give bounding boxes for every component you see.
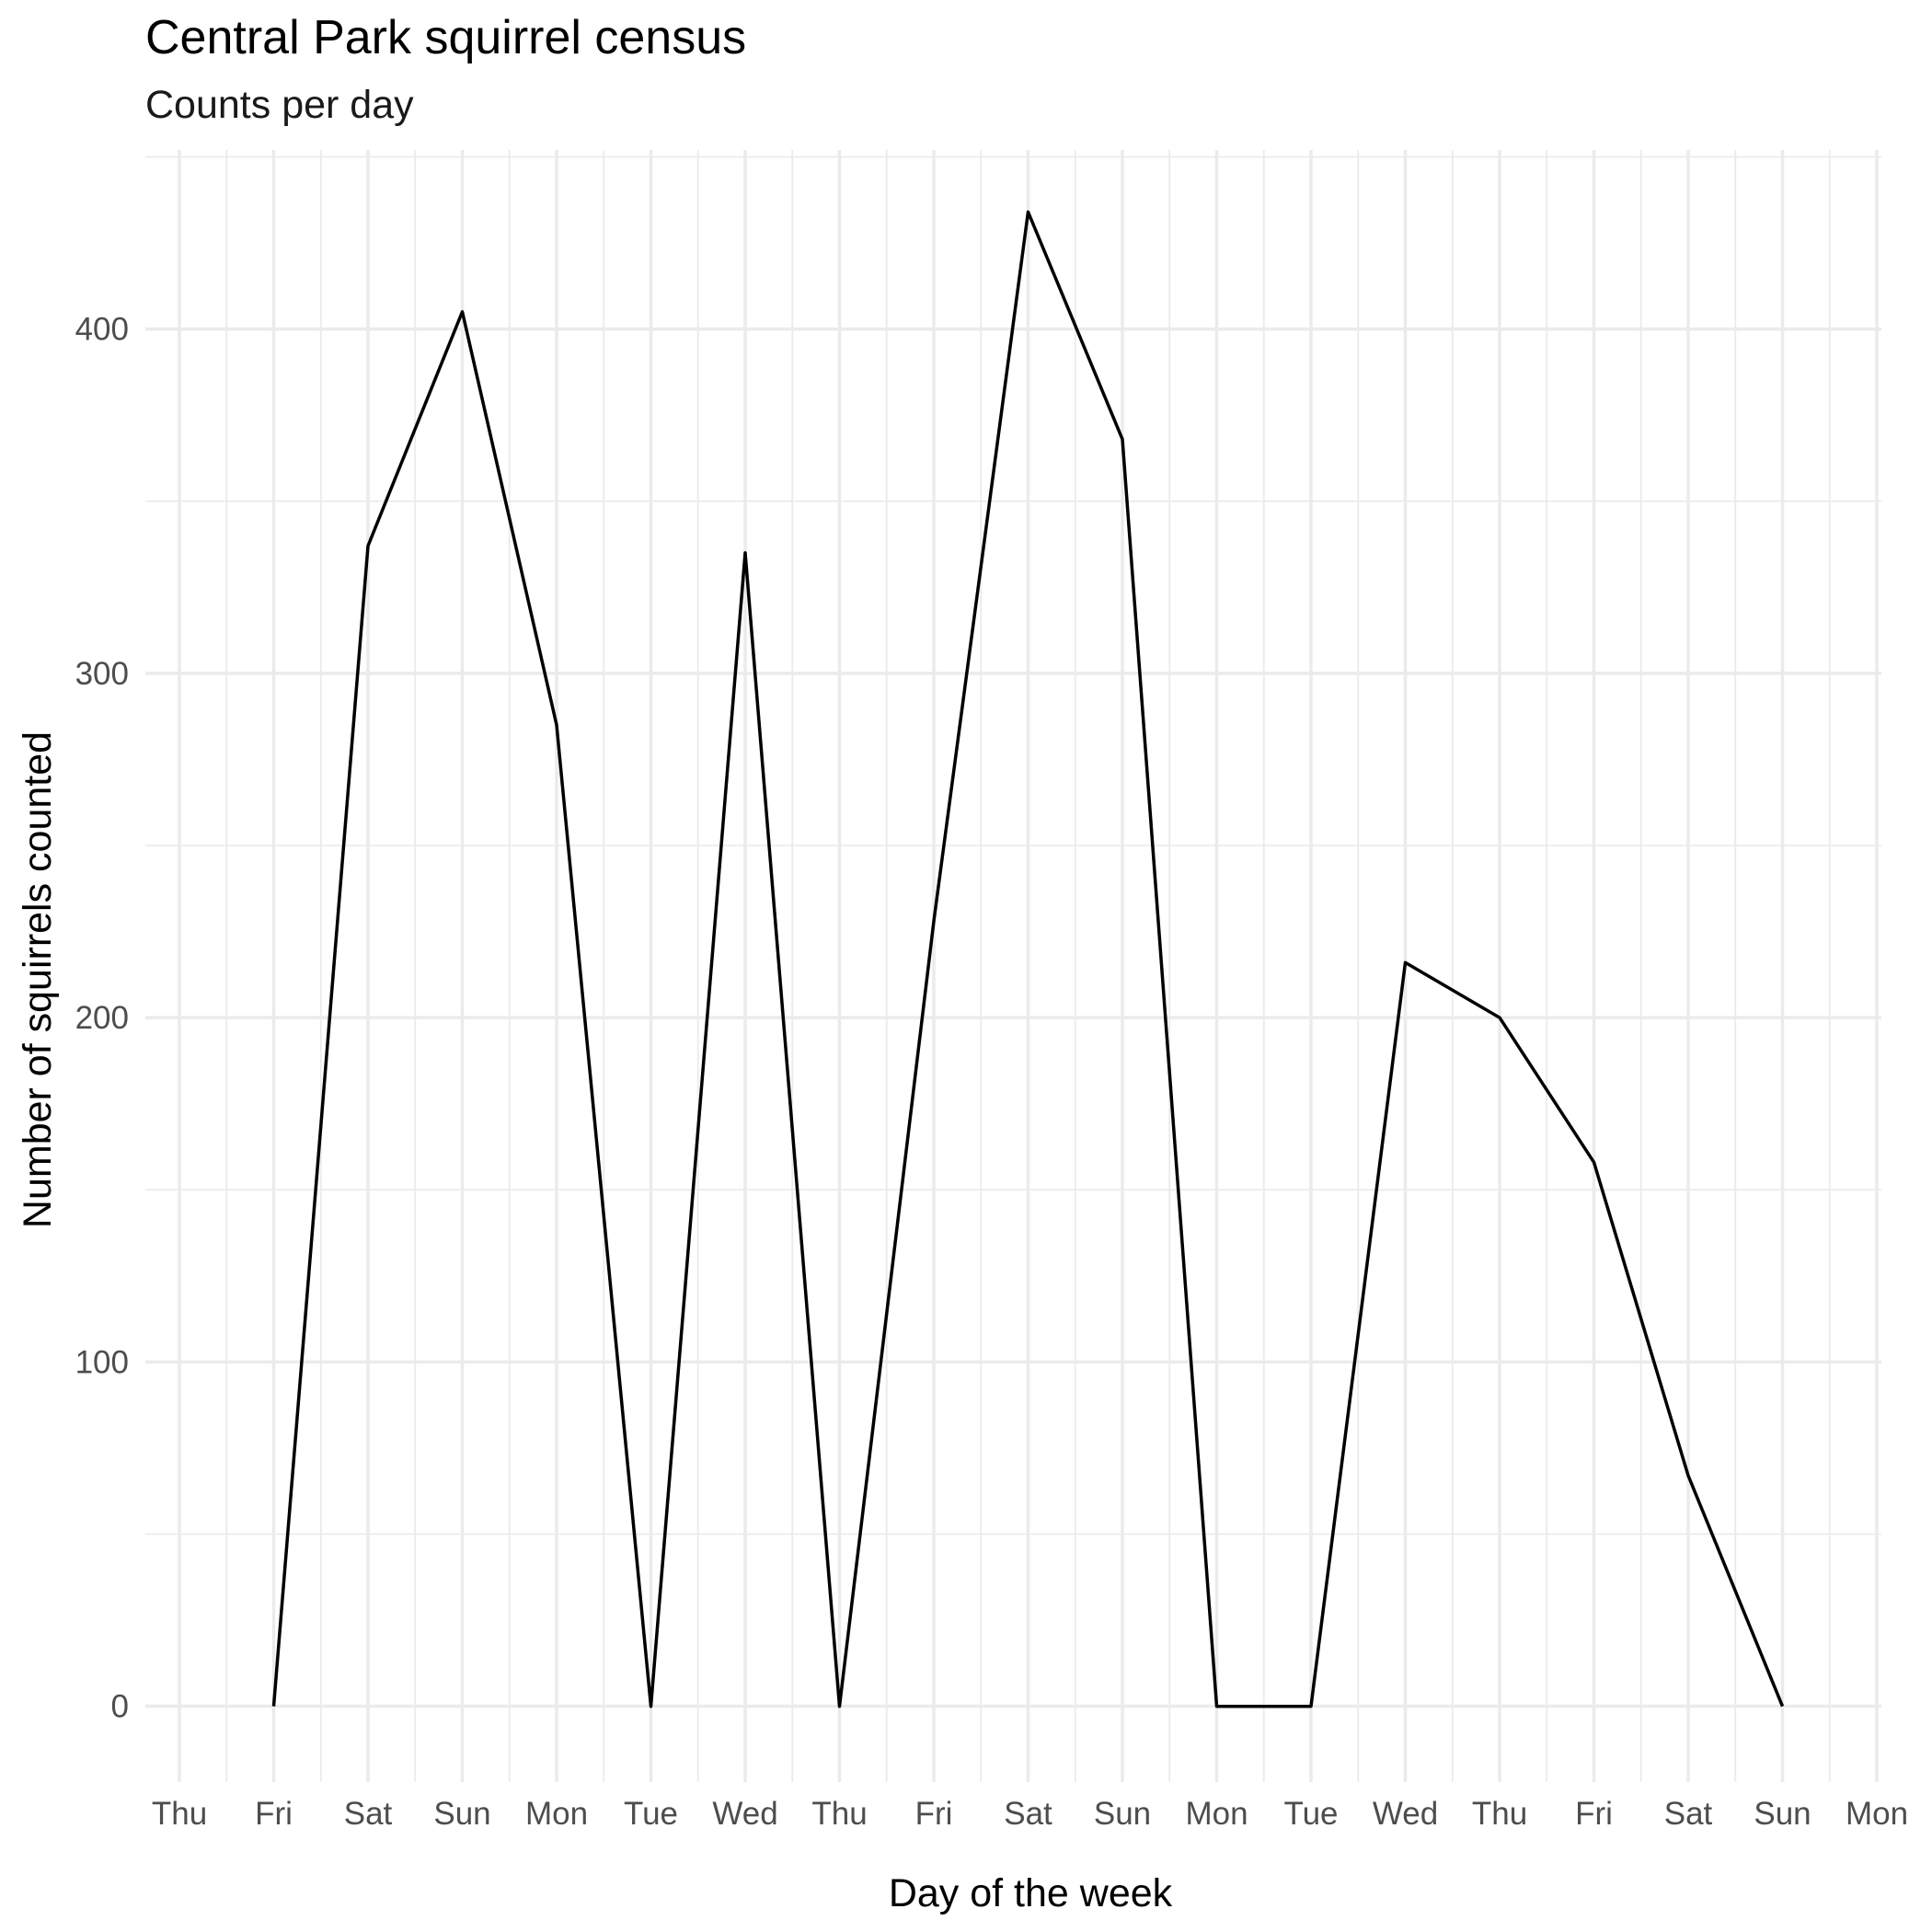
y-axis-title: Number of squirrels counted: [16, 731, 60, 1228]
x-tick-label: Thu: [152, 1796, 207, 1832]
y-tick-label: 100: [75, 1344, 129, 1380]
x-tick-label: Thu: [1472, 1796, 1527, 1832]
x-tick-label: Tue: [624, 1796, 678, 1832]
x-tick-label: Wed: [1373, 1796, 1438, 1832]
y-tick-label: 200: [75, 1000, 129, 1036]
x-tick-label: Fri: [255, 1796, 293, 1832]
x-tick-label: Mon: [525, 1796, 588, 1832]
chart-title: Central Park squirrel census: [145, 11, 746, 64]
x-tick-label: Sat: [1004, 1796, 1052, 1832]
y-tick-label: 0: [111, 1689, 129, 1725]
x-tick-label: Wed: [712, 1796, 777, 1832]
series-layer: [271, 210, 1785, 1708]
y-tick-label: 300: [75, 656, 129, 692]
x-tick-label: Thu: [811, 1796, 867, 1832]
chart-subtitle: Counts per day: [145, 83, 414, 127]
gridlines: [145, 150, 1881, 1782]
x-tick-label: Sat: [1664, 1796, 1713, 1832]
series-line: [271, 210, 1785, 1708]
x-tick-label: Sun: [433, 1796, 490, 1832]
x-tick-label: Sun: [1094, 1796, 1151, 1832]
x-tick-label: Fri: [1575, 1796, 1613, 1832]
x-tick-label: Mon: [1185, 1796, 1248, 1832]
x-axis-ticks: Thu Fri Sat Sun Mon Tue Wed Thu Fri Sat Sun Mon Tue W…: [152, 1796, 1908, 1832]
y-axis-ticks: 0 100 200 300 400: [75, 312, 129, 1725]
y-tick-label: 400: [75, 312, 129, 348]
x-axis-title: Day of the week: [889, 1871, 1173, 1915]
x-tick-label: Mon: [1846, 1796, 1908, 1832]
x-tick-label: Sat: [344, 1796, 393, 1832]
x-tick-label: Sun: [1754, 1796, 1811, 1832]
x-tick-label: Fri: [915, 1796, 953, 1832]
x-tick-label: Tue: [1283, 1796, 1338, 1832]
